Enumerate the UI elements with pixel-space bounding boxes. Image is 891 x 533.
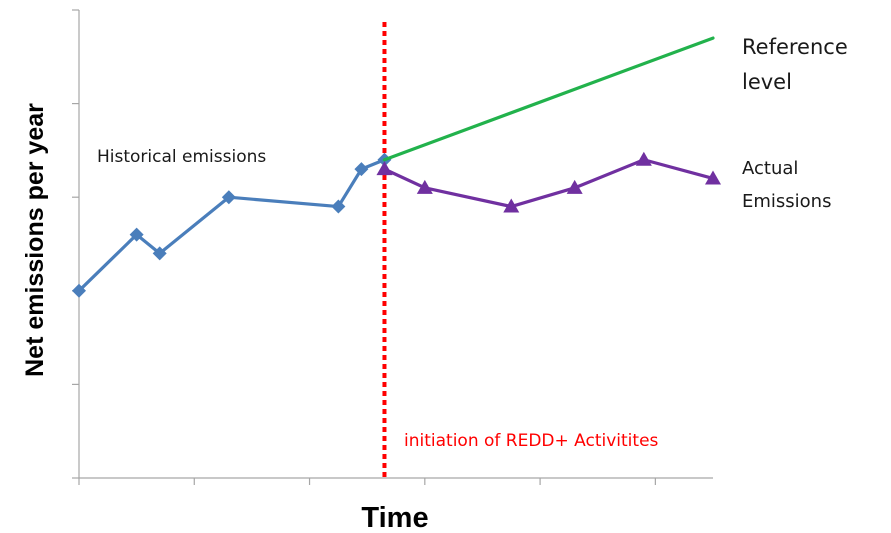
historical-point: [354, 162, 369, 177]
actual-point: [566, 179, 583, 194]
historical-emissions-label: Historical emissions: [97, 147, 266, 167]
actual-point: [635, 151, 652, 166]
y-axis-title: Net emissions per year: [21, 103, 49, 377]
y-ticks: [72, 9, 79, 479]
historical-point: [331, 199, 346, 214]
x-axis-title: Time: [361, 502, 428, 533]
historical-series-line: [77, 158, 387, 293]
series-layer: [72, 22, 721, 478]
historical-point: [152, 246, 167, 261]
historical-point: [129, 227, 144, 242]
actual-point: [503, 198, 520, 213]
x-ticks: [78, 478, 656, 485]
actual-emissions-label-line1: Actual: [742, 158, 798, 179]
reference-level-label-line1: Reference: [742, 35, 848, 59]
actual-emissions-label-line2: Emissions: [742, 191, 831, 212]
historical-point: [221, 190, 236, 205]
axes: [72, 9, 713, 485]
intervention-label: initiation of REDD+ Activitites: [404, 431, 659, 451]
reference-series-line: [382, 36, 715, 162]
historical-point: [72, 283, 86, 298]
actual-point: [705, 170, 721, 185]
actual-point: [376, 161, 393, 176]
actual-point: [416, 179, 433, 194]
reference-level-label-line2: level: [742, 70, 792, 94]
actual-series-line: [382, 158, 715, 209]
